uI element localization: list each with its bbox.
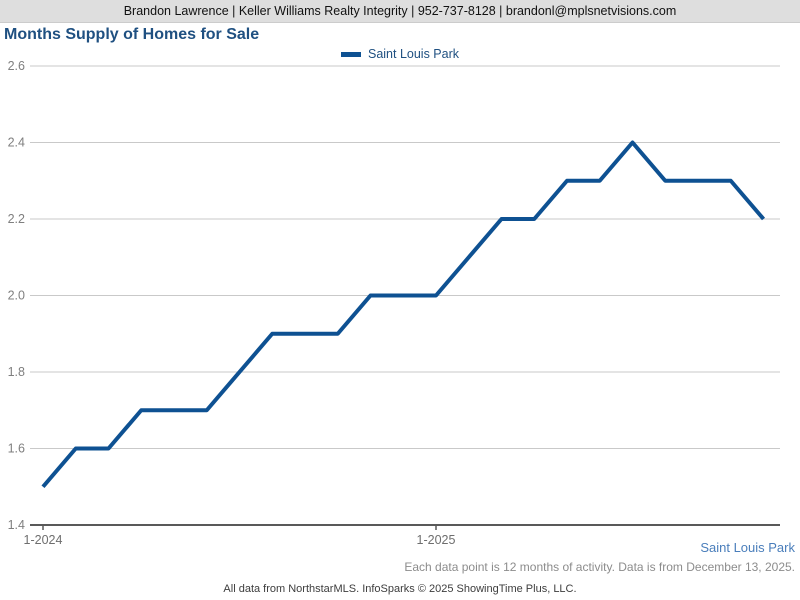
header-bar: Brandon Lawrence | Keller Williams Realt… — [0, 0, 800, 23]
attribution-line: All data from NorthstarMLS. InfoSparks ©… — [223, 583, 577, 595]
data-footnote: Each data point is 12 months of activity… — [404, 560, 795, 574]
y-tick-label: 2.0 — [8, 289, 25, 303]
y-tick-label: 2.4 — [8, 136, 25, 150]
y-tick-label: 1.8 — [8, 365, 25, 379]
legend: Saint Louis Park — [0, 46, 800, 62]
legend-line-swatch — [340, 51, 361, 57]
x-tick-label: 1-2025 — [417, 533, 456, 547]
page-title: Months Supply of Homes for Sale — [4, 26, 260, 43]
legend-label: Saint Louis Park — [367, 47, 460, 61]
y-tick-label: 2.6 — [8, 59, 25, 73]
series-label-bottom: Saint Louis Park — [700, 540, 795, 555]
x-tick-label: 1-2024 — [24, 533, 63, 547]
series-line — [41, 140, 766, 489]
y-tick-label: 1.6 — [8, 442, 25, 456]
y-tick-label: 1.4 — [8, 518, 25, 532]
y-tick-label: 2.2 — [8, 212, 25, 226]
contact-info: Brandon Lawrence | Keller Williams Realt… — [123, 4, 677, 18]
